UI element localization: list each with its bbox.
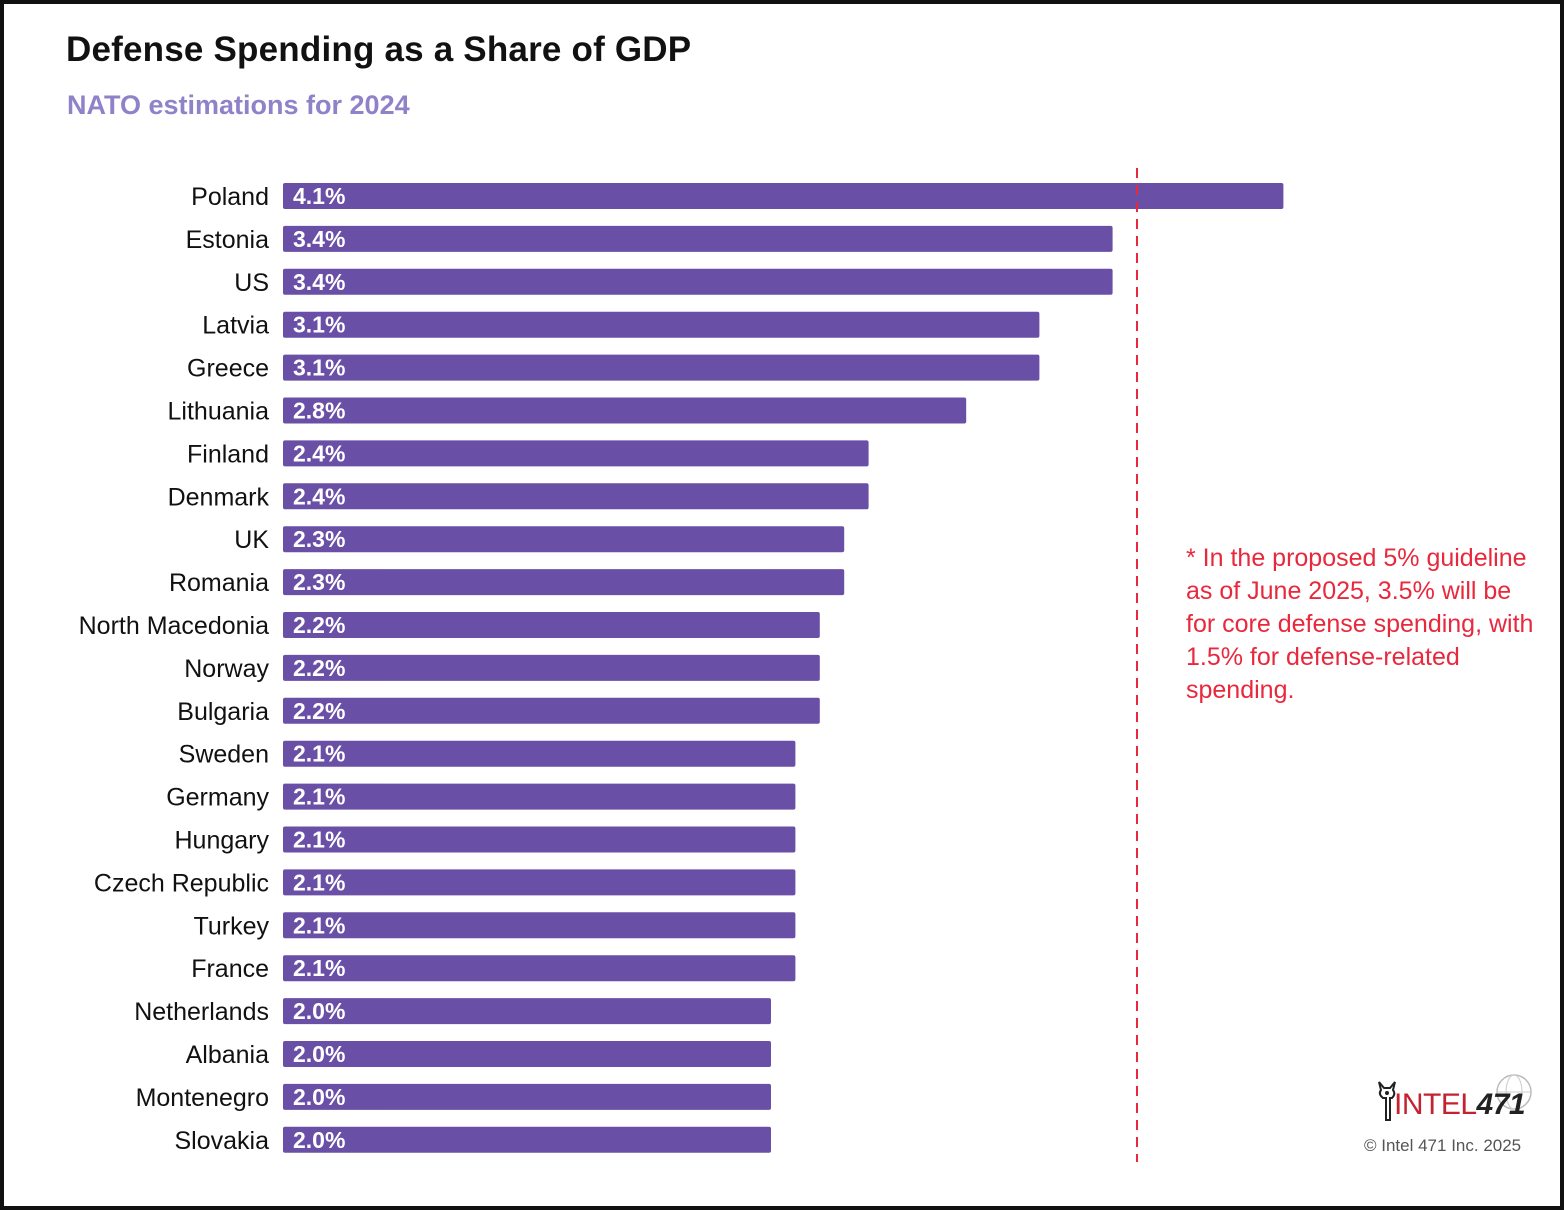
category-label-germany: Germany	[166, 784, 269, 812]
category-label-denmark: Denmark	[168, 483, 270, 511]
chart-subtitle: NATO estimations for 2024	[67, 90, 410, 120]
category-label-us: US	[234, 269, 269, 297]
logo-text-number: 471	[1476, 1088, 1526, 1121]
chart-title: Defense Spending as a Share of GDP	[66, 30, 692, 69]
logo-text-prefix: INTEL	[1394, 1088, 1477, 1121]
category-label-norway: Norway	[184, 655, 269, 683]
value-label-czech-republic: 2.1%	[293, 869, 345, 895]
category-label-lithuania: Lithuania	[168, 398, 270, 426]
value-label-albania: 2.0%	[293, 1041, 345, 1067]
bar-estonia	[283, 225, 1113, 252]
value-label-hungary: 2.1%	[293, 827, 345, 853]
bar-north-macedonia	[283, 612, 820, 638]
bar-albania	[283, 1041, 771, 1067]
category-label-romania: Romania	[169, 569, 269, 597]
owl-logo-icon	[1378, 1081, 1396, 1121]
value-label-bulgaria: 2.2%	[293, 698, 345, 724]
bar-hungary	[283, 826, 796, 853]
copyright: © Intel 471 Inc. 2025	[1364, 1136, 1522, 1155]
globe-icon	[1496, 1074, 1532, 1110]
value-label-montenegro: 2.0%	[293, 1084, 345, 1110]
category-label-netherlands: Netherlands	[134, 998, 269, 1026]
bar-greece	[283, 354, 1040, 381]
value-label-poland: 4.1%	[293, 183, 345, 209]
category-label-turkey: Turkey	[194, 912, 270, 940]
bar-montenegro	[283, 1083, 771, 1110]
category-label-sweden: Sweden	[179, 741, 269, 769]
category-label-albania: Albania	[186, 1041, 269, 1069]
bar-poland	[283, 183, 1284, 209]
bar-turkey	[283, 912, 796, 939]
bar-finland	[283, 440, 869, 467]
bar-sweden	[283, 740, 796, 767]
bar-uk	[283, 526, 845, 553]
value-label-north-macedonia: 2.2%	[293, 612, 345, 638]
bar-germany	[283, 783, 796, 810]
value-label-estonia: 3.4%	[293, 226, 345, 252]
value-label-slovakia: 2.0%	[293, 1127, 345, 1153]
bar-czech-republic	[283, 869, 796, 896]
bar-netherlands	[283, 998, 771, 1025]
value-label-netherlands: 2.0%	[293, 998, 345, 1024]
intel471-logo: INTEL471	[1376, 1074, 1536, 1126]
category-label-poland: Poland	[191, 183, 269, 211]
value-label-romania: 2.3%	[293, 569, 345, 595]
bar-lithuania	[283, 397, 967, 424]
value-label-us: 3.4%	[293, 269, 345, 295]
category-label-slovakia: Slovakia	[175, 1127, 270, 1155]
value-label-uk: 2.3%	[293, 526, 345, 552]
value-label-germany: 2.1%	[293, 784, 345, 810]
bar-bulgaria	[283, 697, 820, 724]
category-label-uk: UK	[234, 526, 269, 554]
value-label-norway: 2.2%	[293, 655, 345, 681]
bar-slovakia	[283, 1126, 771, 1153]
bar-france	[283, 955, 796, 982]
value-label-greece: 3.1%	[293, 355, 345, 381]
value-label-france: 2.1%	[293, 955, 345, 981]
category-label-hungary: Hungary	[175, 827, 270, 855]
value-label-sweden: 2.1%	[293, 741, 345, 767]
category-label-france: France	[191, 955, 269, 983]
category-label-north-macedonia: North Macedonia	[79, 612, 269, 640]
category-label-greece: Greece	[187, 355, 269, 383]
bar-norway	[283, 654, 820, 681]
category-label-czech-republic: Czech Republic	[94, 869, 269, 897]
value-label-lithuania: 2.8%	[293, 398, 345, 424]
category-label-finland: Finland	[187, 440, 269, 468]
category-label-bulgaria: Bulgaria	[177, 698, 269, 726]
value-label-turkey: 2.1%	[293, 912, 345, 938]
guideline-note: * In the proposed 5% guideline as of Jun…	[1186, 544, 1534, 704]
bar-denmark	[283, 483, 869, 510]
category-label-montenegro: Montenegro	[136, 1084, 269, 1112]
bar-latvia	[283, 311, 1040, 338]
value-label-latvia: 3.1%	[293, 312, 345, 338]
category-label-estonia: Estonia	[186, 226, 269, 254]
value-label-finland: 2.4%	[293, 440, 345, 466]
logo-wordmark: INTEL471	[1394, 1088, 1526, 1122]
category-label-latvia: Latvia	[202, 312, 269, 340]
bar-us	[283, 268, 1113, 295]
value-label-denmark: 2.4%	[293, 483, 345, 509]
bar-romania	[283, 569, 845, 596]
